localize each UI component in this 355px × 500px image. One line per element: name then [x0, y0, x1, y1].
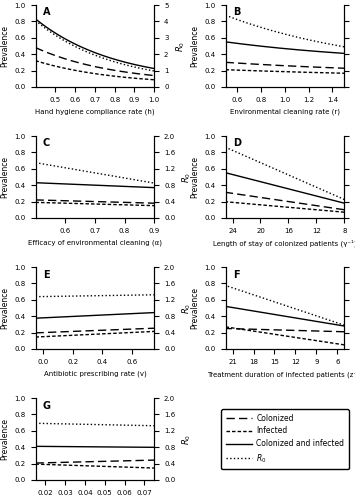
Y-axis label: $R_0$: $R_0$ — [181, 172, 193, 182]
Y-axis label: Prevalence: Prevalence — [190, 287, 199, 329]
Text: D: D — [233, 138, 241, 148]
Text: G: G — [43, 400, 51, 410]
Y-axis label: Prevalence: Prevalence — [0, 287, 9, 329]
X-axis label: Antibiotic prescribing rate (v): Antibiotic prescribing rate (v) — [44, 370, 146, 376]
Legend: Colonized, Infected, Colonized and infected, $R_0$: Colonized, Infected, Colonized and infec… — [221, 409, 349, 469]
Text: C: C — [43, 138, 50, 148]
X-axis label: Treatment duration of infected patients (z⁻¹): Treatment duration of infected patients … — [207, 370, 355, 378]
X-axis label: Efficacy of environmental cleaning (α): Efficacy of environmental cleaning (α) — [28, 239, 162, 246]
Y-axis label: $R_0$: $R_0$ — [181, 302, 193, 314]
Text: B: B — [233, 8, 240, 18]
Y-axis label: Prevalence: Prevalence — [0, 25, 9, 67]
Y-axis label: Prevalence: Prevalence — [0, 418, 9, 460]
Y-axis label: Prevalence: Prevalence — [0, 156, 9, 198]
X-axis label: Environmental cleaning rate (r): Environmental cleaning rate (r) — [230, 108, 340, 114]
Text: F: F — [233, 270, 239, 280]
Text: E: E — [43, 270, 49, 280]
Y-axis label: Prevalence: Prevalence — [190, 156, 199, 198]
Text: A: A — [43, 8, 50, 18]
Y-axis label: $R_0$: $R_0$ — [181, 434, 193, 444]
X-axis label: Length of stay of colonized patients (γ⁻¹): Length of stay of colonized patients (γ⁻… — [213, 239, 355, 246]
Y-axis label: $R_0$: $R_0$ — [174, 40, 187, 52]
Y-axis label: Prevalence: Prevalence — [190, 25, 199, 67]
X-axis label: Hand hygiene compliance rate (h): Hand hygiene compliance rate (h) — [35, 108, 155, 114]
